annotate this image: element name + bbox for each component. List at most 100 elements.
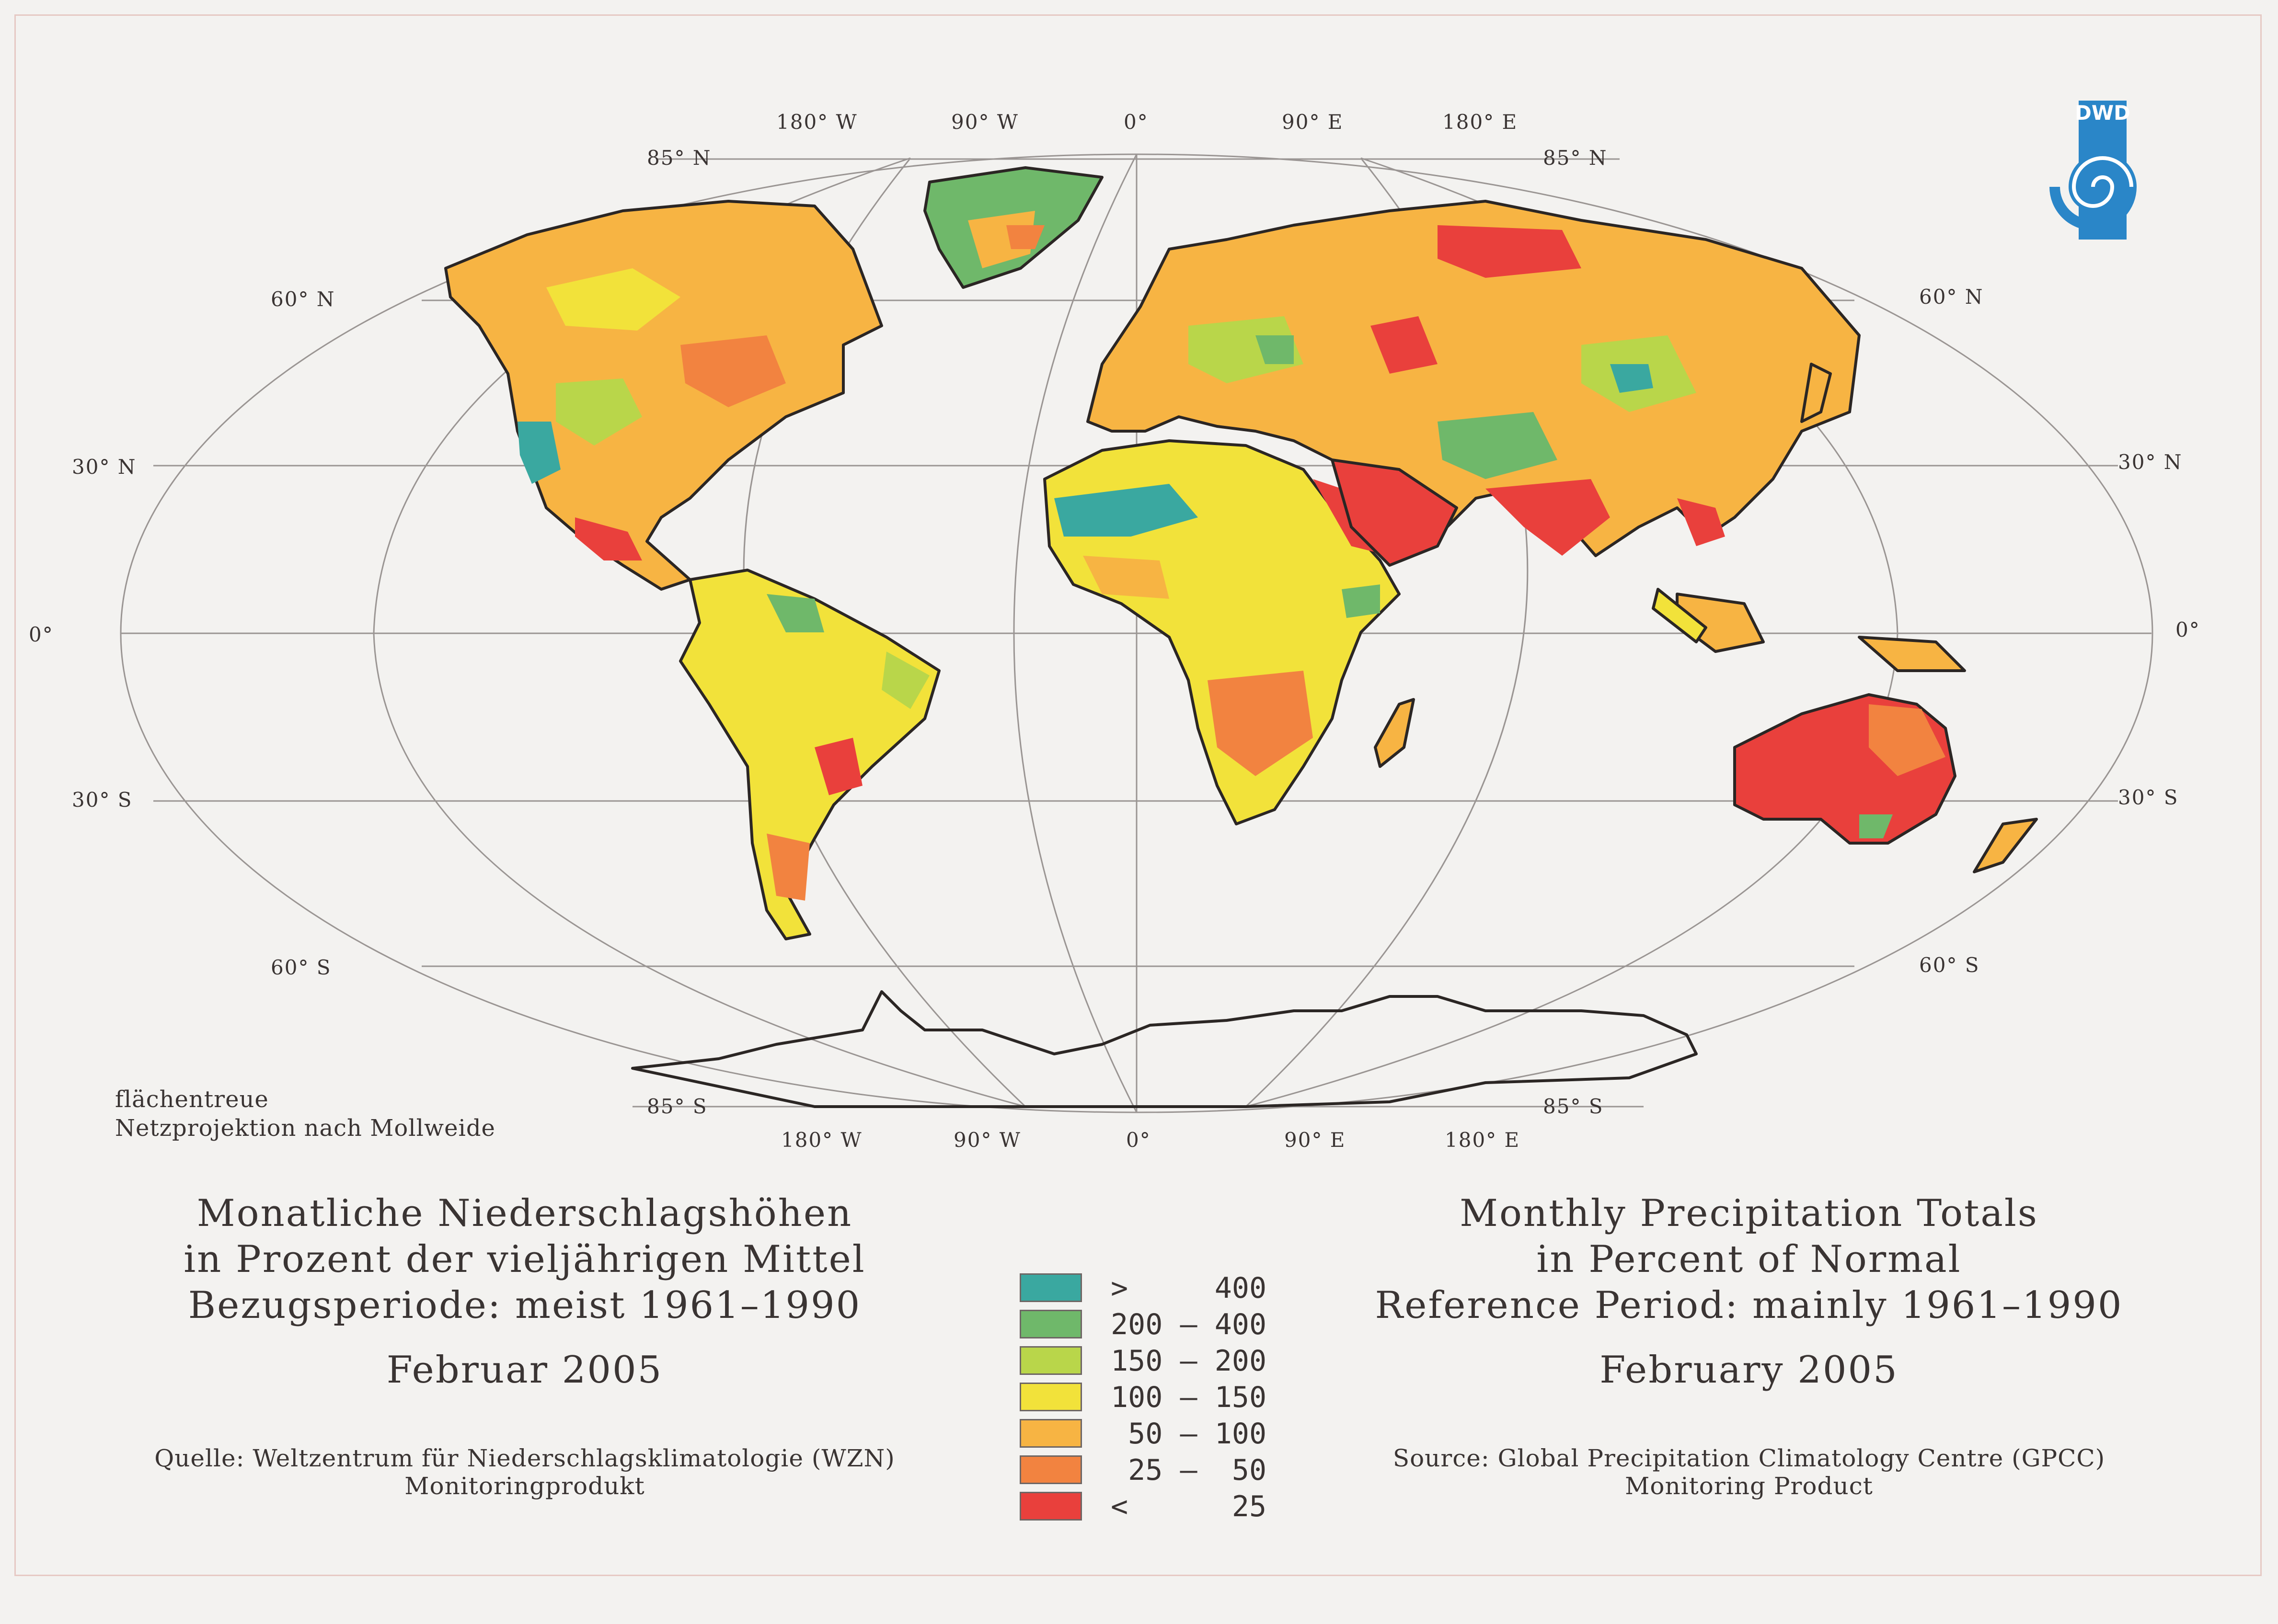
india-dry xyxy=(1485,479,1610,556)
legend-item: < 25 xyxy=(1020,1488,1288,1524)
precipitation-map xyxy=(120,153,2153,1113)
title-de-date: Februar 2005 xyxy=(386,1349,663,1392)
legend-label: > 400 xyxy=(1111,1271,1267,1305)
legend-item: 150 – 200 xyxy=(1020,1342,1288,1379)
lat-label-right: 60° S xyxy=(1919,953,1980,977)
legend-label: 100 – 150 xyxy=(1111,1381,1267,1414)
lon-label-top: 0° xyxy=(1124,110,1149,134)
asia-teal xyxy=(1610,364,1653,393)
projection-note: flächentreue Netzprojektion nach Mollwei… xyxy=(115,1085,495,1143)
greenland-orange xyxy=(1006,225,1045,249)
lon-label-top: 180° E xyxy=(1442,110,1518,134)
europe-teal xyxy=(1255,335,1294,364)
new-zealand xyxy=(1973,818,2038,873)
lat-label-right: 60° N xyxy=(1919,285,1984,309)
legend-swatch xyxy=(1020,1383,1082,1411)
lat-label-left: 0° xyxy=(29,623,54,646)
legend-label: 150 – 200 xyxy=(1111,1344,1267,1378)
lon-label-bottom: 180° W xyxy=(781,1128,863,1152)
arabia xyxy=(1331,458,1458,567)
title-en-line1: Monthly Precipitation Totals xyxy=(1460,1192,2038,1235)
lon-label-bottom: 180° E xyxy=(1445,1128,1520,1152)
lat-label-left: 30° S xyxy=(72,788,133,812)
legend-swatch xyxy=(1020,1310,1082,1338)
map-sheet xyxy=(14,14,2262,1576)
africa-green-e xyxy=(1342,584,1380,618)
lat-label-left: 30° N xyxy=(72,455,137,479)
asia-red-north xyxy=(1438,225,1581,278)
title-en-line2: in Percent of Normal xyxy=(1536,1238,1962,1281)
lat-label-left: 85° N xyxy=(647,146,712,170)
dwd-logo-text: DWD xyxy=(2075,101,2130,125)
europe-green xyxy=(1188,316,1303,383)
africa-teal xyxy=(1054,484,1198,537)
antarctica xyxy=(631,990,1698,1108)
asia-red-central xyxy=(1370,316,1438,374)
lat-label-right: 30° N xyxy=(2118,450,2183,474)
graticule xyxy=(120,153,2153,1113)
new-guinea xyxy=(1858,636,1966,672)
na-wet-west xyxy=(518,422,561,484)
projection-note-line1: flächentreue xyxy=(115,1086,269,1113)
africa-orange-w xyxy=(1083,556,1169,599)
legend-swatch xyxy=(1020,1273,1082,1302)
legend-item: 100 – 150 xyxy=(1020,1379,1288,1415)
lon-label-top: 180° W xyxy=(776,110,858,134)
title-de-line2: in Prozent der vieljährigen Mittel xyxy=(184,1238,866,1281)
legend-item: 50 – 100 xyxy=(1020,1415,1288,1452)
sa-green xyxy=(882,652,930,709)
lat-label-right: 0° xyxy=(2175,618,2200,641)
dwd-spiral-inner-icon xyxy=(2071,156,2133,208)
sa-orange xyxy=(767,834,810,901)
lon-label-top: 90° E xyxy=(1282,110,1344,134)
lat-label-right: 85° N xyxy=(1543,146,1608,170)
lon-label-bottom: 0° xyxy=(1126,1128,1151,1152)
japan xyxy=(1800,363,1832,423)
asia-green-1 xyxy=(1438,412,1557,479)
legend-label: 50 – 100 xyxy=(1111,1417,1267,1451)
legend-swatch xyxy=(1020,1455,1082,1484)
australia-green xyxy=(1859,814,1893,838)
na-dry-east xyxy=(680,335,786,407)
lon-label-bottom: 90° W xyxy=(954,1128,1021,1152)
title-en-date: February 2005 xyxy=(1599,1349,1898,1392)
legend-swatch xyxy=(1020,1419,1082,1448)
lat-label-left: 60° S xyxy=(271,956,332,979)
legend: > 400 200 – 400 150 – 200 100 – 150 50 –… xyxy=(1020,1269,1288,1524)
legend-label: < 25 xyxy=(1111,1490,1267,1523)
na-moderate-green xyxy=(556,378,642,446)
lat-label-left: 60° N xyxy=(271,287,335,311)
title-de-line1: Monatliche Niederschlagshöhen xyxy=(196,1192,853,1235)
lon-label-bottom: 90° E xyxy=(1284,1128,1346,1152)
source-de-line2: Monitoringprodukt xyxy=(404,1472,645,1500)
legend-item: > 400 xyxy=(1020,1269,1288,1306)
lon-label-top: 90° W xyxy=(951,110,1019,134)
sa-wet xyxy=(767,594,824,632)
title-de-line3: Bezugsperiode: meist 1961–1990 xyxy=(188,1284,862,1327)
source-en-line2: Monitoring Product xyxy=(1625,1472,1873,1500)
sa-dry-1 xyxy=(815,738,863,795)
dwd-logo: DWD xyxy=(2049,101,2137,240)
na-dry-south xyxy=(575,517,642,560)
australia-orange xyxy=(1869,704,1945,776)
lat-label-right: 30° S xyxy=(2118,786,2179,809)
legend-label: 200 – 400 xyxy=(1111,1308,1267,1341)
legend-label: 25 – 50 xyxy=(1111,1453,1267,1487)
legend-item: 25 – 50 xyxy=(1020,1452,1288,1488)
lat-label-right: 85° S xyxy=(1543,1095,1604,1118)
title-german: Monatliche Niederschlagshöhen in Prozent… xyxy=(96,1190,954,1500)
sumatra xyxy=(1652,588,1707,643)
se-asia-red xyxy=(1677,498,1725,546)
madagascar xyxy=(1374,698,1415,768)
legend-swatch xyxy=(1020,1492,1082,1521)
source-en-line1: Source: Global Precipitation Climatology… xyxy=(1392,1444,2105,1472)
source-de-line1: Quelle: Weltzentrum für Niederschlagskli… xyxy=(154,1444,895,1472)
north-america xyxy=(444,200,883,591)
africa-orange-s xyxy=(1208,671,1313,776)
title-english: Monthly Precipitation Totals in Percent … xyxy=(1342,1190,2156,1500)
na-yellow xyxy=(546,268,680,331)
projection-note-line2: Netzprojektion nach Mollweide xyxy=(115,1115,495,1142)
legend-swatch xyxy=(1020,1346,1082,1375)
title-en-line3: Reference Period: mainly 1961–1990 xyxy=(1375,1284,2123,1327)
legend-item: 200 – 400 xyxy=(1020,1306,1288,1342)
